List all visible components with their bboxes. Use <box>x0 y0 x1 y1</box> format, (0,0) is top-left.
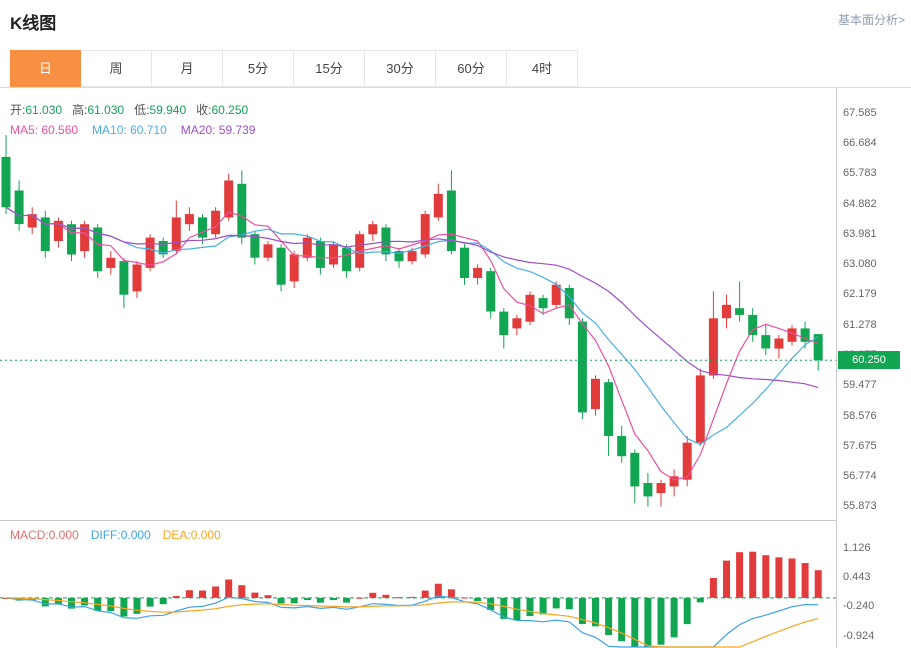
tab-15min[interactable]: 15分 <box>294 50 365 87</box>
tab-4hour[interactable]: 4时 <box>507 50 578 87</box>
macd-axis-tick: 0.443 <box>843 571 871 583</box>
low-label: 低: <box>134 103 150 117</box>
candlestick-chart[interactable] <box>0 88 836 520</box>
macd-legend-item: MACD:0.000 <box>10 528 79 542</box>
high-value: 61.030 <box>87 103 125 117</box>
chart-area: 60.250 67.585 66.684 65.783 64.882 63.981 63.… <box>0 88 911 648</box>
price-axis-tick: 57.675 <box>843 440 877 452</box>
close-label: 收: <box>196 103 212 117</box>
ma-legend: MA5: 60.560 MA10: 60.710 MA20: 59.739 <box>10 123 269 137</box>
macd-chart[interactable] <box>0 520 836 648</box>
low-value: 59.940 <box>149 103 187 117</box>
fundamental-analysis-link[interactable]: 基本面分析> <box>837 13 905 27</box>
ma-legend-item: MA5: 60.560 <box>10 123 79 137</box>
macd-axis-tick: -0.924 <box>843 630 875 642</box>
price-axis-tick: 63.080 <box>843 258 877 270</box>
ohlc-legend: 开:61.030 高:61.030 低:59.940 收:60.250 <box>10 101 258 118</box>
price-axis-tick: 67.585 <box>843 107 877 119</box>
tab-day[interactable]: 日 <box>10 50 81 87</box>
macd-axis-tick: -0.240 <box>843 600 875 612</box>
tab-week[interactable]: 周 <box>81 50 152 87</box>
price-axis-tick: 59.477 <box>843 379 877 391</box>
price-axis-tick: 62.179 <box>843 288 877 300</box>
close-value: 60.250 <box>211 103 249 117</box>
header: K线图 基本面分析> <box>0 0 911 50</box>
page-title: K线图 <box>10 14 57 33</box>
timeframe-tabs: 日周月 5分 15分 30分 60分 4时 <box>0 50 911 88</box>
ma-legend-item: MA10: 60.710 <box>92 123 167 137</box>
macd-legend-item: DIFF:0.000 <box>90 528 151 542</box>
current-price-tag: 60.250 <box>838 351 900 369</box>
price-axis-tick: 55.873 <box>843 500 877 512</box>
ma-legend-item: MA20: 59.739 <box>180 123 256 137</box>
price-axis-tick: 61.278 <box>843 319 877 331</box>
open-value: 61.030 <box>25 103 63 117</box>
price-axis-tick: 63.981 <box>843 228 877 240</box>
open-label: 开: <box>10 103 26 117</box>
price-axis: 60.250 67.585 66.684 65.783 64.882 63.981 63.… <box>836 88 911 520</box>
price-axis-tick: 66.684 <box>843 137 877 149</box>
macd-legend-item: DEA:0.000 <box>162 528 221 542</box>
macd-axis: 1.126 0.443 -0.240 -0.924 <box>836 520 911 648</box>
price-axis-tick: 56.774 <box>843 470 877 482</box>
tab-month[interactable]: 月 <box>152 50 223 87</box>
high-label: 高: <box>72 103 88 117</box>
price-axis-tick: 58.576 <box>843 410 877 422</box>
macd-axis-tick: 1.126 <box>843 542 871 554</box>
price-axis-tick: 64.882 <box>843 198 877 210</box>
tab-60min[interactable]: 60分 <box>436 50 507 87</box>
price-axis-tick: 65.783 <box>843 167 877 179</box>
tab-30min[interactable]: 30分 <box>365 50 436 87</box>
macd-legend: MACD:0.000 DIFF:0.000 DEA:0.000 <box>10 528 233 542</box>
tab-5min[interactable]: 5分 <box>223 50 294 87</box>
